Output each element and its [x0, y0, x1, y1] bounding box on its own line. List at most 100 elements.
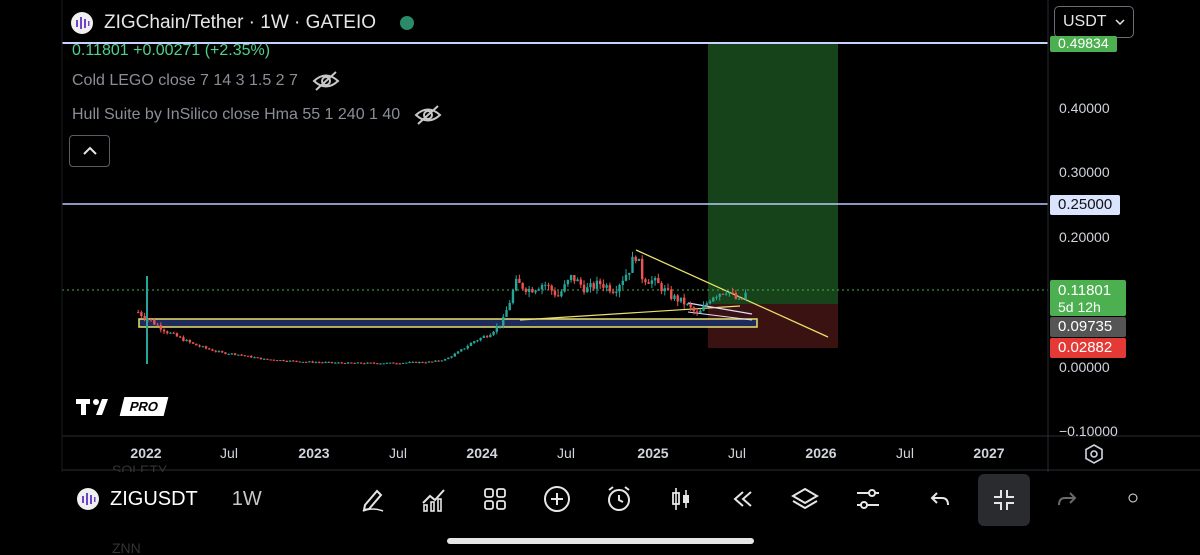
candle-body: [243, 355, 246, 357]
plus-circle-icon: [544, 486, 570, 512]
candle-body: [356, 362, 360, 364]
candle-body: [644, 279, 647, 283]
candle-body: [560, 291, 563, 297]
candle-body: [191, 342, 195, 344]
candle-body: [321, 362, 324, 364]
candle-body: [518, 278, 521, 283]
redo-button[interactable]: [1050, 482, 1084, 516]
candle-body: [427, 361, 431, 363]
alarm-icon: [608, 486, 630, 511]
candle-body: [634, 256, 637, 261]
candle-body: [476, 340, 479, 342]
time-label: 2027: [973, 445, 1005, 461]
candle-body: [408, 362, 411, 364]
chart-title[interactable]: ZIGChain/Tether · 1W · GATEIO: [104, 12, 377, 33]
candle-body: [686, 303, 689, 305]
candle-body: [292, 360, 295, 362]
pro-badge: PRO: [119, 397, 169, 416]
candle-body: [708, 301, 712, 304]
object-tree-button[interactable]: [788, 482, 822, 516]
settings-button[interactable]: [851, 482, 885, 516]
candle-body: [469, 342, 473, 346]
add-button[interactable]: [540, 482, 574, 516]
alerts-button[interactable]: [602, 482, 636, 516]
candle-body: [153, 320, 156, 325]
eye-off-icon[interactable]: [312, 70, 340, 92]
candle-body: [440, 360, 444, 362]
eye-off-icon[interactable]: [414, 104, 442, 126]
candle-body: [479, 337, 482, 341]
price-label-020: 0.20000: [1059, 229, 1110, 245]
candle-body: [647, 282, 650, 284]
candle-body: [395, 363, 398, 365]
ghost-text: ZNN: [112, 540, 141, 555]
target-zone[interactable]: [708, 42, 838, 304]
currency-label: USDT: [1063, 13, 1107, 30]
timeframe-button[interactable]: 1W: [231, 487, 262, 510]
candle-body: [540, 284, 544, 290]
indicator-cold-lego[interactable]: Cold LEGO close 7 14 3 1.5 2 7: [72, 70, 340, 92]
candle-body: [136, 312, 140, 314]
candle-body: [598, 280, 602, 285]
candle-body: [589, 283, 592, 288]
indicator-hull-suite[interactable]: Hull Suite by InSilico close Hma 55 1 24…: [72, 104, 442, 126]
candle-body: [602, 284, 605, 288]
candle-body: [521, 282, 524, 289]
price-change: 0.11801 +0.00271 (+2.35%): [72, 42, 271, 59]
candle-body: [495, 326, 498, 332]
candle-body: [259, 357, 263, 360]
layouts-button[interactable]: [478, 482, 512, 516]
exit-fullscreen-button[interactable]: [978, 474, 1030, 526]
badge-resistance: 0.25000: [1050, 195, 1121, 215]
price-label-040: 0.40000: [1059, 100, 1110, 116]
candle-body: [240, 354, 243, 356]
candle-body: [640, 258, 644, 280]
collapse-legend-button[interactable]: [69, 135, 110, 167]
chevron-up-icon: [82, 146, 97, 155]
price-label-030: 0.30000: [1059, 164, 1110, 180]
candle-body: [679, 297, 683, 302]
wedge-lower-line[interactable]: [687, 311, 753, 321]
candle-body: [343, 363, 347, 365]
sliders-icon: [857, 489, 879, 509]
replay-button[interactable]: [726, 482, 760, 516]
candle-body: [489, 334, 492, 338]
candle-body: [492, 331, 495, 335]
candle-body: [262, 358, 266, 360]
candle-body: [220, 351, 224, 353]
undo-icon: [930, 492, 949, 506]
candle-body: [702, 305, 705, 311]
time-label: Jul: [389, 445, 407, 461]
candle-body: [363, 363, 366, 365]
candle-body: [327, 361, 330, 363]
candle-body: [366, 362, 369, 364]
candles-icon: [672, 488, 689, 510]
currency-select[interactable]: USDT: [1054, 6, 1134, 38]
drawing-tools-button[interactable]: [356, 482, 390, 516]
candle-body: [282, 360, 285, 362]
more-tools-button[interactable]: [1126, 482, 1140, 516]
candle-body: [182, 337, 185, 342]
candle-body: [424, 362, 427, 364]
candle-body: [166, 331, 169, 334]
candle-body: [657, 277, 660, 284]
lower-trendline[interactable]: [519, 305, 741, 321]
candle-body: [140, 312, 143, 316]
wedge-upper-line[interactable]: [687, 302, 753, 315]
candle-body: [582, 284, 586, 293]
symbol-selector[interactable]: ZIGUSDT 1W: [76, 487, 262, 511]
candle-body: [256, 357, 259, 359]
undo-button[interactable]: [923, 482, 957, 516]
candle-body: [369, 362, 372, 364]
candle-body: [715, 296, 718, 298]
candle-body: [227, 353, 230, 355]
candle-body: [279, 360, 282, 362]
candle-body: [456, 351, 460, 354]
tradingview-logo-icon: [76, 398, 108, 415]
candle-body: [485, 336, 489, 338]
settings-icon[interactable]: [1083, 443, 1105, 465]
indicators-button[interactable]: [417, 482, 451, 516]
chart-type-button[interactable]: [664, 482, 698, 516]
support-box[interactable]: [138, 318, 758, 328]
